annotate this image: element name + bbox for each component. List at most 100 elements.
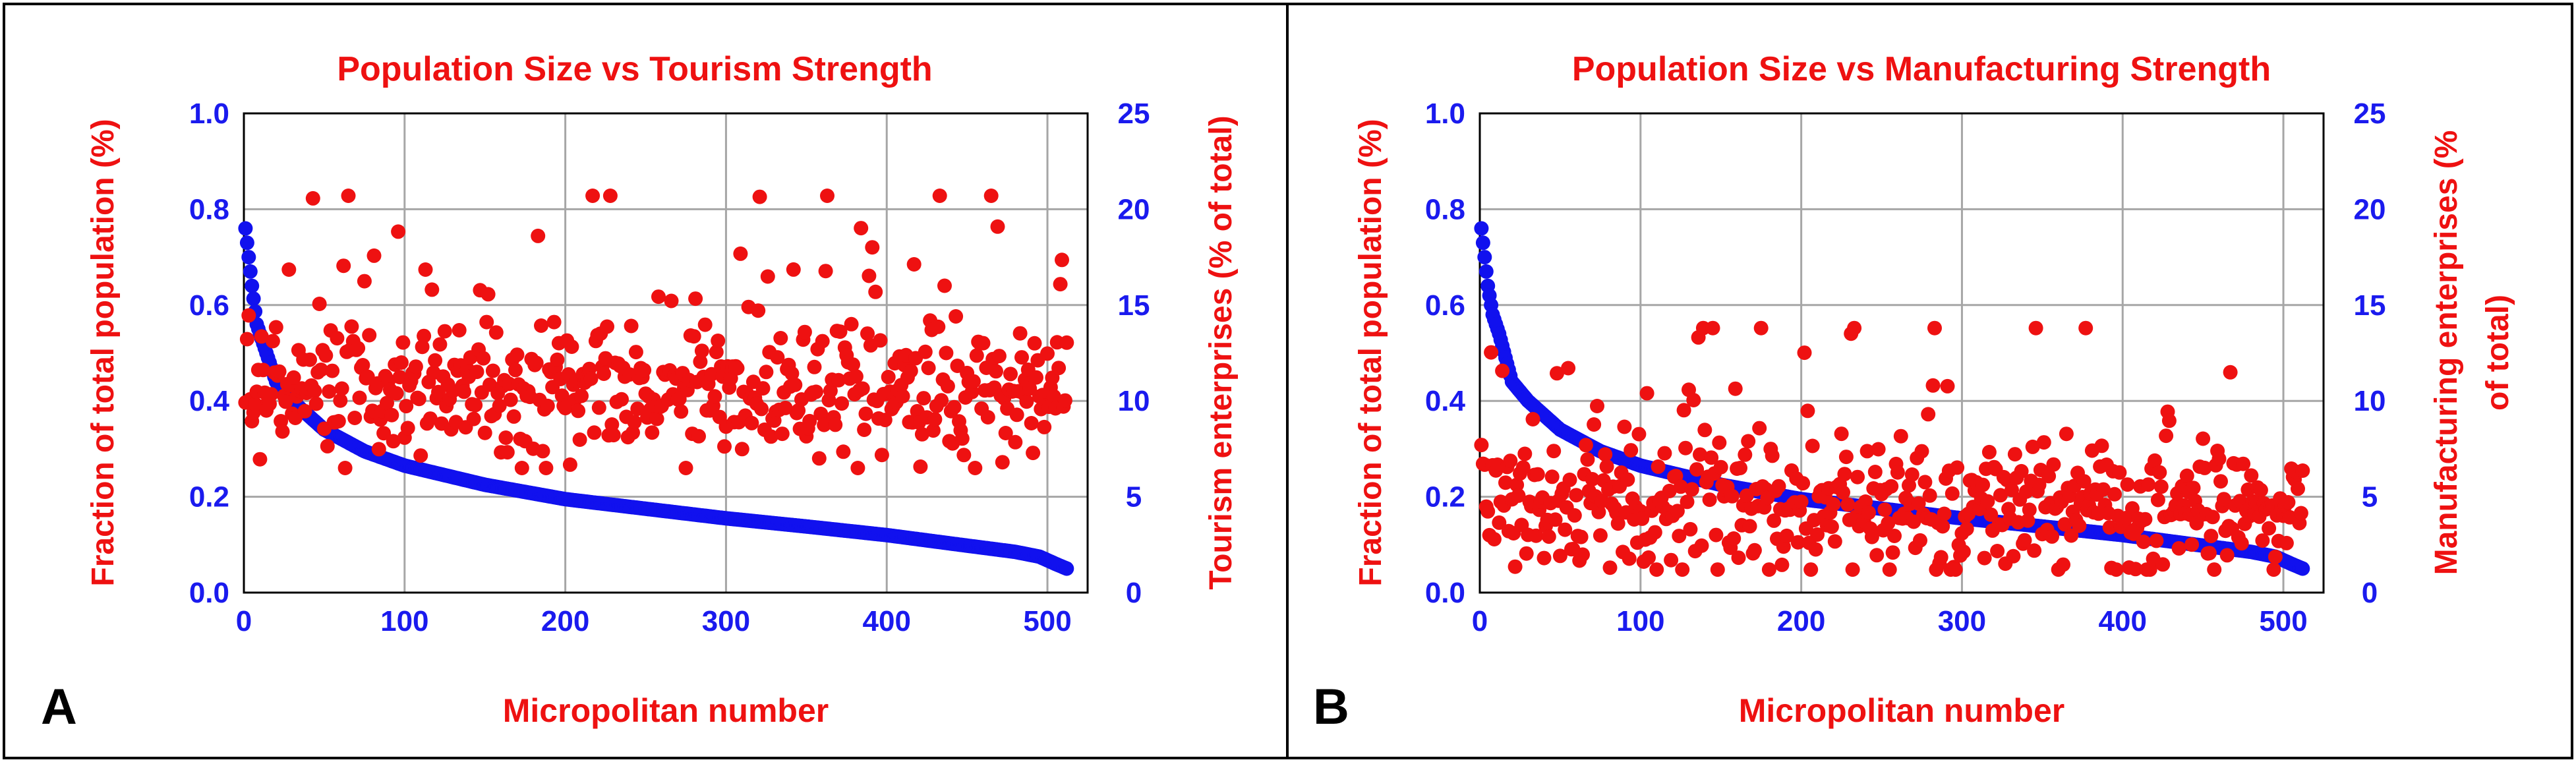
red-point [2138, 512, 2153, 527]
red-point [371, 442, 386, 457]
red-point [2025, 439, 2040, 454]
y-right-tick-label: 20 [1118, 193, 1150, 225]
red-point [834, 396, 849, 411]
red-point [2072, 518, 2087, 533]
red-point [1676, 403, 1691, 418]
red-point [674, 404, 689, 419]
red-point [286, 370, 301, 385]
red-point [571, 403, 586, 419]
y-right-tick-label: 25 [1118, 98, 1150, 130]
red-point [831, 372, 846, 388]
red-point [2207, 562, 2222, 577]
red-point [954, 431, 970, 446]
red-point [2186, 481, 2201, 496]
y-left-label-a: Fraction of total population (%) [86, 119, 121, 586]
red-point [413, 448, 428, 463]
red-point [1508, 559, 1523, 574]
red-point [1925, 378, 1941, 393]
y-right-tick-label: 0 [1126, 577, 1142, 609]
manufacturing-series-b [1474, 320, 2310, 577]
y-left-label-b: Fraction of total population (%) [1353, 119, 1388, 586]
red-point [514, 461, 529, 475]
red-point [956, 448, 972, 463]
red-point [903, 363, 918, 378]
panel-label-a: A [41, 679, 77, 735]
red-point [600, 319, 614, 334]
red-point [2234, 536, 2249, 551]
red-point [534, 318, 548, 333]
red-point [1525, 412, 1540, 426]
red-point [432, 337, 448, 352]
red-point [1492, 515, 1507, 530]
red-point [366, 248, 382, 263]
red-point [730, 361, 745, 376]
red-point [1503, 454, 1518, 469]
blue-point [238, 221, 253, 236]
red-point [572, 432, 587, 447]
red-point [1713, 459, 1728, 475]
red-point [688, 291, 703, 307]
y-right-ticks-a: 0 5 10 15 20 25 [1118, 98, 1150, 609]
red-point [797, 324, 812, 339]
red-point [947, 399, 962, 415]
red-point [1480, 504, 1496, 519]
x-tick-label: 0 [236, 605, 252, 637]
x-tick-label: 0 [1472, 605, 1488, 637]
red-point [927, 412, 943, 427]
red-point [1845, 562, 1860, 577]
red-point [1950, 460, 1965, 475]
red-point [466, 411, 481, 426]
red-point [1569, 488, 1584, 503]
red-point [966, 374, 981, 389]
red-point [2171, 541, 2186, 556]
x-tick-label: 300 [702, 605, 750, 637]
y-left-tick-label: 0.0 [1425, 577, 1465, 609]
red-point [1548, 512, 1563, 527]
red-point [664, 293, 679, 308]
red-point [591, 400, 606, 415]
red-point [1484, 345, 1499, 360]
red-point [1697, 423, 1712, 438]
red-point [1800, 403, 1815, 419]
red-point [1881, 515, 1896, 531]
tourism-series-a [238, 189, 1074, 475]
red-point [503, 392, 518, 407]
red-point [1552, 548, 1567, 564]
red-point [2262, 521, 2277, 536]
red-point [1599, 459, 1614, 474]
red-point [2020, 513, 2035, 528]
red-point [1558, 522, 1573, 537]
red-point [1610, 516, 1625, 531]
red-point [1917, 475, 1933, 490]
red-point [828, 417, 843, 432]
red-point [1037, 419, 1052, 434]
red-point [1022, 381, 1038, 396]
red-point [1796, 476, 1811, 491]
red-point [606, 428, 621, 443]
red-point [1530, 467, 1545, 482]
red-point [940, 378, 955, 394]
red-point [709, 345, 724, 360]
red-point [913, 459, 928, 474]
red-point [686, 329, 701, 344]
red-point [550, 352, 565, 367]
red-point [1670, 504, 1685, 519]
red-point [823, 383, 838, 398]
red-point [2046, 457, 2061, 472]
red-point [1702, 492, 1717, 508]
red-point [1794, 494, 1809, 510]
red-point [1761, 562, 1776, 577]
red-point [1529, 528, 1544, 543]
red-point [1486, 532, 1502, 546]
x-ticks-a: 0 100 200 300 400 500 [236, 605, 1072, 637]
red-point [254, 329, 269, 344]
red-point [1911, 496, 1926, 511]
red-point [2244, 468, 2259, 483]
red-point [2007, 447, 2022, 462]
red-point [1622, 551, 1637, 566]
red-point [1684, 482, 1699, 497]
red-point [1057, 393, 1072, 408]
red-point [2141, 477, 2156, 492]
red-point [2032, 477, 2047, 492]
